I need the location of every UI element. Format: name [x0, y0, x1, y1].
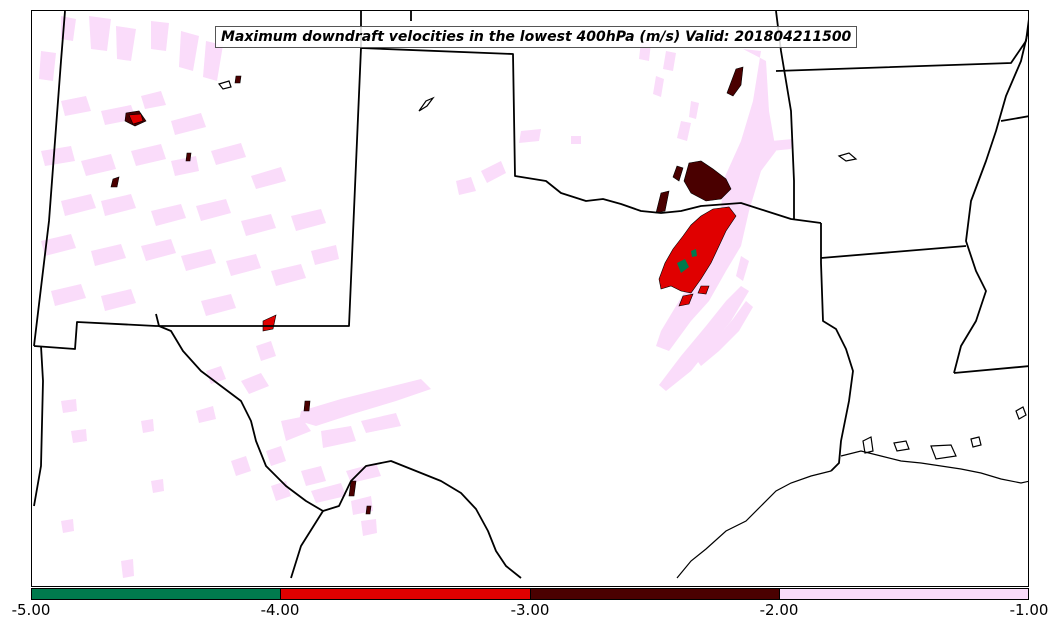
strong-downdraft-areas: [128, 113, 737, 332]
downdraft-streak-main: [656, 49, 776, 351]
weak-downdraft-areas: [39, 16, 793, 578]
map-title: Maximum downdraft velocities in the lowe…: [215, 26, 858, 48]
extreme-downdraft-areas: [677, 249, 697, 273]
colorbar-bin-extreme: [32, 589, 281, 599]
map-canvas: [33, 11, 1028, 579]
colorbar-tick-4: -1.00: [1009, 601, 1049, 619]
map-panel: Maximum downdraft velocities in the lowe…: [31, 10, 1029, 587]
coastline: [217, 80, 1028, 579]
colorbar-tick-1: -4.00: [260, 601, 300, 619]
boundary-co-nm: [33, 11, 66, 347]
colorbar-bin-moderate: [529, 589, 779, 599]
state-boundaries: [33, 11, 1028, 579]
colorbar-tick-3: -2.00: [759, 601, 799, 619]
colorbar-bin-strong: [280, 589, 530, 599]
colorbar-tick-0: -5.00: [11, 601, 51, 619]
colorbar-bin-weak: [778, 589, 1028, 599]
moderate-downdraft-areas: [110, 66, 744, 515]
colorbar-tick-2: -3.00: [510, 601, 550, 619]
colorbar: [31, 588, 1029, 600]
